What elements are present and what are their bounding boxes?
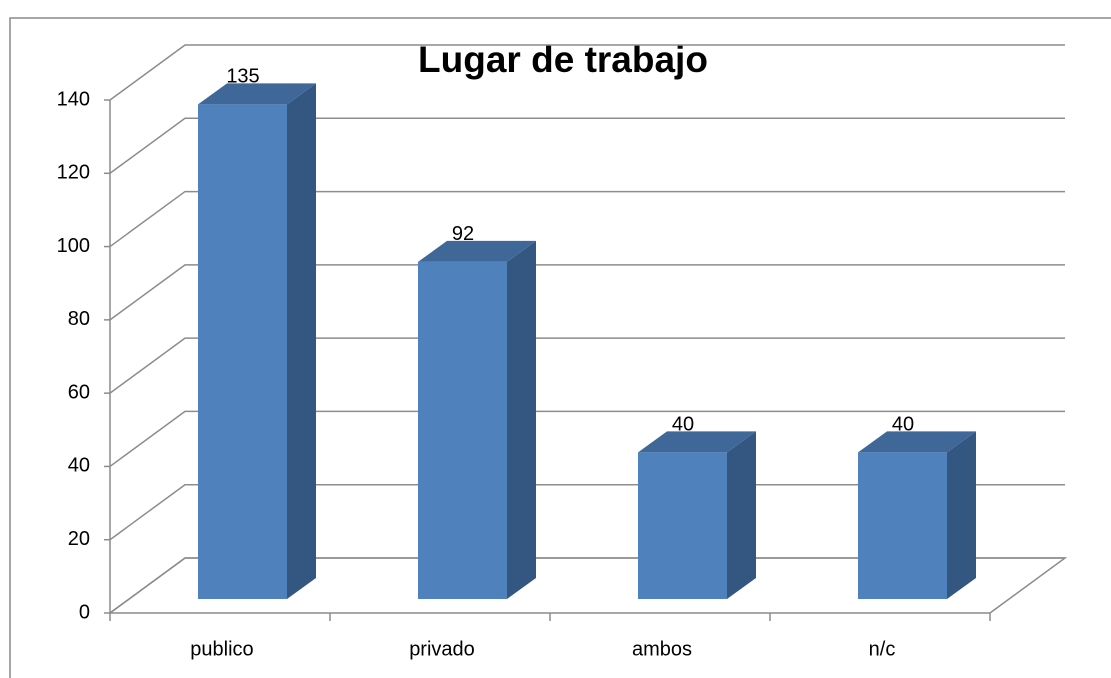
grid-line [109,264,1065,321]
x-tick-label: publico [190,638,253,660]
bar-top [858,431,976,453]
grid-line [109,557,1065,614]
bar-side [947,431,976,599]
grid-line [109,190,1065,248]
grid-line [109,44,1065,101]
bar-top [198,83,316,105]
grid-line [109,117,1065,174]
y-tick-label: 0 [79,601,90,623]
bar [198,104,287,600]
bar-side [727,431,756,599]
bar-side [507,240,536,599]
bar [858,452,947,599]
y-tick-label: 80 [68,308,90,330]
grid-line [109,337,1065,394]
bar [638,452,727,599]
data-label: 40 [672,414,694,436]
data-label: 135 [226,66,259,88]
x-tick-label: n/c [869,638,896,660]
y-tick-label: 140 [57,88,90,110]
bar-top [638,431,756,453]
y-tick-label: 20 [68,528,90,550]
grid-line [109,410,1065,468]
data-label: 92 [452,223,474,245]
bar [418,261,507,599]
chart-border [9,17,1111,678]
y-tick-label: 40 [68,455,90,477]
grid-line [109,483,1065,541]
y-tick-label: 100 [57,235,90,257]
x-tick-label: privado [409,638,475,660]
data-label: 40 [892,414,914,436]
bar-side [287,83,316,600]
y-tick-label: 120 [57,162,90,184]
bar-top [418,240,536,262]
x-tick-label: ambos [632,638,692,660]
y-tick-label: 60 [68,381,90,403]
